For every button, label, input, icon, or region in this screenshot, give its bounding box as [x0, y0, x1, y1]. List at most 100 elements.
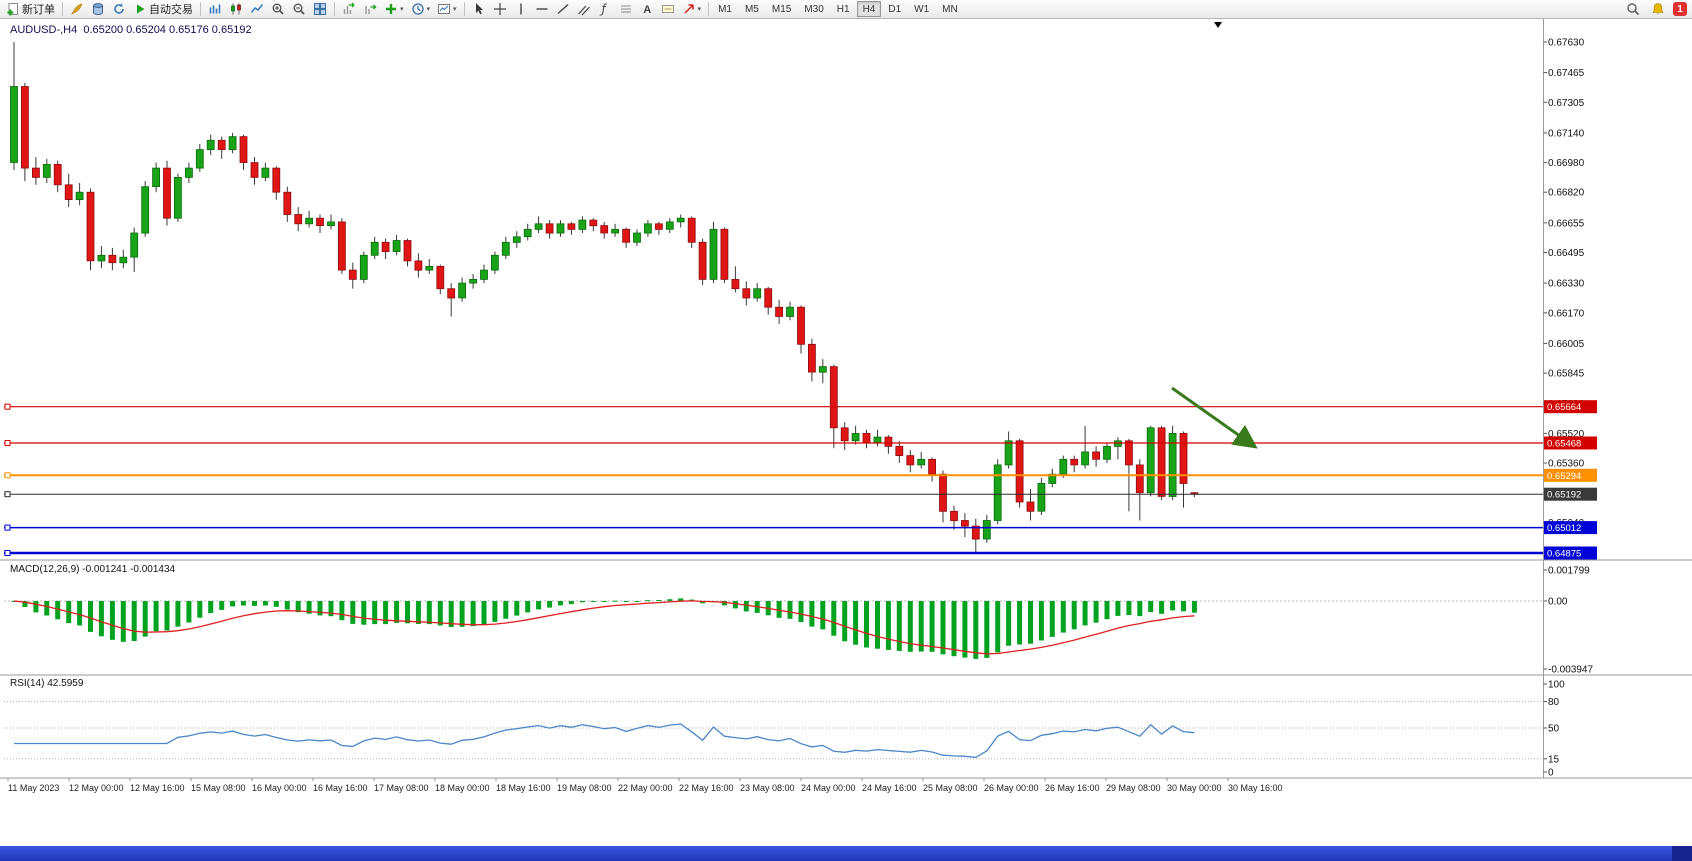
cursor-button[interactable]	[469, 1, 489, 18]
svg-text:0.67305: 0.67305	[1548, 98, 1585, 109]
new-order-button[interactable]: 新订单	[3, 1, 58, 18]
zoom-out-button[interactable]	[289, 1, 309, 18]
svg-text:0.65520: 0.65520	[1548, 429, 1585, 440]
timeframe-w1-button[interactable]: W1	[914, 3, 930, 15]
vline-icon	[514, 2, 528, 16]
trendline-button[interactable]	[553, 1, 573, 18]
chart-canvas[interactable]: 0.67630 0.67465 0.67305 0.67140 0.66980 0.668…	[0, 19, 1692, 846]
vertical-line-button[interactable]	[511, 1, 531, 18]
chart-shift-icon	[363, 2, 377, 16]
tline-icon	[556, 2, 570, 16]
periods-button[interactable]: ▾	[408, 1, 434, 18]
taskbar[interactable]	[0, 846, 1692, 861]
grid-icon	[619, 2, 633, 16]
chevron-down-icon: ▾	[400, 5, 404, 13]
text-button[interactable]: A	[637, 1, 657, 18]
svg-text:50: 50	[1548, 724, 1560, 735]
auto-scroll-button[interactable]	[339, 1, 359, 18]
svg-text:A: A	[643, 4, 651, 16]
price-badge-0.65012	[1544, 521, 1597, 535]
channel-icon	[577, 2, 591, 16]
chart-shift-marker[interactable]	[1214, 22, 1222, 28]
tile-windows-button[interactable]	[310, 1, 330, 18]
fibonacci-button[interactable]: ƒ	[595, 1, 615, 18]
svg-text:0.65012: 0.65012	[1547, 523, 1581, 534]
chart-shift-button[interactable]	[360, 1, 380, 18]
toolbar-right: 1	[1623, 1, 1689, 18]
macd-panel: 0.001799 0.00 -0.003947	[4, 566, 1593, 676]
autotrading-button-label: 自动交易	[149, 4, 193, 16]
horizontal-line-button[interactable]	[532, 1, 552, 18]
price-badge-0.65664	[1544, 400, 1597, 414]
play-icon	[133, 2, 147, 16]
svg-text:23 May 08:00: 23 May 08:00	[740, 783, 795, 793]
timeframe-toolbar: M1 M5 M15 M30 H1 H4 D1 W1 MN	[712, 1, 964, 17]
quill-icon	[70, 2, 84, 16]
toolbar-separator	[708, 2, 710, 16]
svg-text:0.65360: 0.65360	[1548, 459, 1585, 470]
line-chart-button[interactable]	[247, 1, 267, 18]
toolbar-separator	[200, 2, 201, 16]
timeframe-m30-button[interactable]: M30	[804, 3, 824, 15]
crosshair-icon	[493, 2, 507, 16]
timeframe-mn-button[interactable]: MN	[942, 3, 958, 15]
price-badge-0.65468	[1544, 436, 1597, 450]
svg-text:18 May 00:00: 18 May 00:00	[435, 783, 490, 793]
svg-text:0.67465: 0.67465	[1548, 68, 1585, 79]
refresh-button[interactable]	[109, 1, 129, 18]
price-badge-0.64875	[1544, 546, 1597, 560]
templates-button[interactable]: ▾	[434, 1, 460, 18]
svg-text:30 May 00:00: 30 May 00:00	[1167, 783, 1222, 793]
price-axis[interactable]: 0.67630 0.67465 0.67305 0.67140 0.66980 0.668…	[1543, 19, 1598, 778]
autotrading-button[interactable]: 自动交易	[130, 1, 196, 18]
text-label-button[interactable]	[658, 1, 678, 18]
label-icon	[661, 2, 675, 16]
horizontal-lines-layer[interactable]	[4, 403, 1544, 556]
crosshair-button[interactable]	[490, 1, 510, 18]
svg-text:0.66820: 0.66820	[1548, 188, 1585, 199]
svg-text:0.65192: 0.65192	[1547, 490, 1581, 501]
svg-text:24 May 16:00: 24 May 16:00	[862, 783, 917, 793]
tiles-icon	[313, 2, 327, 16]
timeframe-m1-button[interactable]: M1	[718, 3, 732, 15]
clock-icon	[411, 2, 425, 16]
chart-arrow-icon	[342, 2, 356, 16]
timeframe-d1-button[interactable]: D1	[888, 3, 902, 15]
timeframe-h4-button[interactable]: H4	[856, 1, 882, 17]
toolbar-items: 新订单 自动交易 ▾ ▾ ▾ ƒ A ▾	[3, 1, 712, 18]
time-axis[interactable]: 11 May 2023 12 May 00:00 12 May 16:00 15 Ma…	[7, 778, 1283, 793]
chevron-down-icon: ▾	[697, 5, 702, 13]
svg-text:22 May 16:00: 22 May 16:00	[679, 783, 734, 793]
bar-chart-button[interactable]	[205, 1, 225, 18]
search-button[interactable]	[1623, 1, 1643, 18]
candles-icon	[229, 2, 243, 16]
bars-icon	[208, 2, 222, 16]
notification-count-badge[interactable]: 1	[1673, 2, 1687, 16]
timeframe-h1-button[interactable]: H1	[836, 3, 850, 15]
svg-text:0.66980: 0.66980	[1548, 158, 1585, 169]
svg-text:0.66005: 0.66005	[1548, 339, 1585, 350]
arrows-button[interactable]: ▾	[679, 1, 705, 18]
zoom-in-button[interactable]	[268, 1, 288, 18]
svg-text:17 May 08:00: 17 May 08:00	[374, 783, 429, 793]
candlestick-chart-button[interactable]	[226, 1, 246, 18]
svg-text:11 May 2023: 11 May 2023	[8, 783, 59, 793]
svg-text:0.66655: 0.66655	[1548, 218, 1585, 229]
timeframe-m15-button[interactable]: M15	[771, 3, 792, 15]
taskbar-end	[1672, 846, 1692, 861]
zoom-in-icon	[271, 2, 285, 16]
timeframe-m5-button[interactable]: M5	[744, 3, 759, 15]
zoom-out-icon	[292, 2, 306, 16]
grid-button[interactable]	[616, 1, 636, 18]
svg-text:0.65468: 0.65468	[1547, 439, 1581, 450]
trend-arrow-annotation[interactable]	[1171, 386, 1258, 449]
notifications-button[interactable]	[1648, 1, 1668, 18]
metaeditor-button[interactable]	[67, 1, 87, 18]
equidistant-channel-button[interactable]	[574, 1, 594, 18]
svg-text:12 May 00:00: 12 May 00:00	[69, 783, 124, 793]
search-icon	[1626, 2, 1640, 16]
rsi-panel: 100 80 50 15 0	[4, 680, 1565, 779]
history-center-button[interactable]	[88, 1, 108, 18]
line-icon	[250, 2, 264, 16]
indicators-button[interactable]: ▾	[381, 1, 407, 18]
